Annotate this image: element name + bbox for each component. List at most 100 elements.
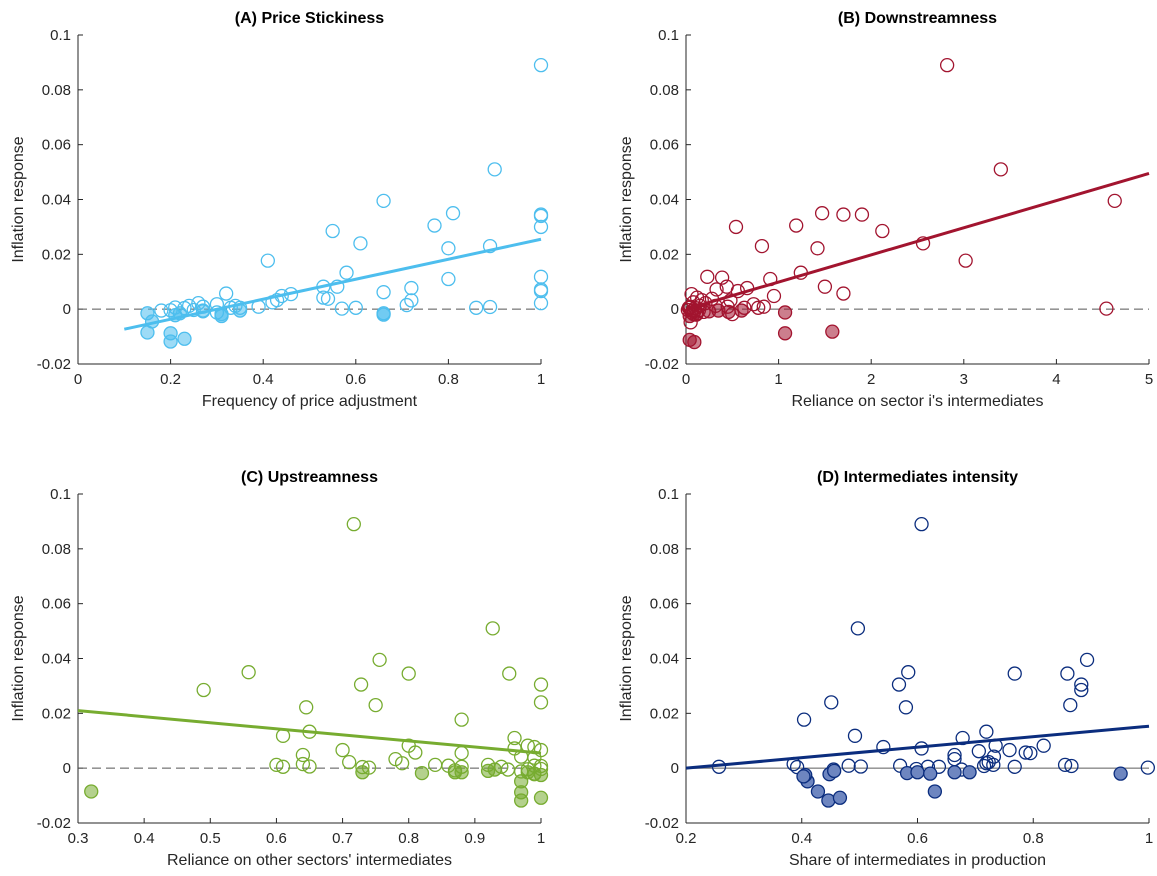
data-point-open (947, 747, 962, 763)
data-point-open (368, 697, 383, 713)
data-point-filled (927, 784, 943, 799)
x-tick-label: 0.8 (398, 830, 419, 847)
chart-title: (D) Intermediates intensity (817, 469, 1018, 486)
x-tick-label: 5 (1145, 371, 1153, 388)
data-point-filled (414, 765, 430, 781)
fit-line (77, 709, 542, 755)
data-point-filled (810, 784, 826, 799)
data-point-filled (454, 765, 469, 780)
y-tick-label: -0.02 (37, 815, 71, 832)
y-tick-label: 0 (671, 760, 679, 777)
data-point-open (836, 286, 851, 301)
data-point-filled (1113, 766, 1128, 781)
x-axis-label: Reliance on other sectors' intermediates (167, 852, 452, 869)
data-point-open (441, 241, 456, 256)
data-point-open (901, 665, 916, 680)
data-point-open (931, 759, 947, 774)
x-axis-label: Share of intermediates in production (789, 852, 1046, 869)
data-point-open (700, 269, 715, 284)
x-tick-label: 0.7 (332, 830, 353, 847)
data-point-open (814, 206, 830, 221)
data-point-open (533, 208, 549, 224)
y-tick-label: 0.1 (50, 27, 71, 44)
data-point-open (427, 218, 442, 233)
x-tick-label: 0.2 (676, 830, 697, 847)
fit-line (123, 237, 542, 331)
data-point-open (502, 666, 517, 681)
data-point-open (219, 286, 234, 301)
data-point-open (533, 283, 549, 299)
fit-line (685, 724, 1150, 770)
data-point-open (766, 288, 782, 304)
y-tick-label: 0.06 (42, 137, 71, 154)
data-point-filled (163, 334, 178, 349)
y-tick-label: 0 (63, 760, 71, 777)
data-point-open (824, 695, 839, 710)
data-point-open (841, 758, 856, 773)
data-point-open (810, 241, 825, 256)
data-point-open (1064, 758, 1079, 774)
data-point-open (709, 282, 724, 297)
data-point-open (399, 297, 414, 313)
data-point-filled (355, 765, 370, 780)
data-point-open (353, 236, 368, 251)
data-point-filled (480, 763, 496, 779)
data-point-filled (689, 306, 705, 321)
data-point-open (1140, 760, 1155, 775)
chart-title: (A) Price Stickiness (235, 10, 385, 27)
y-tick-label: 0.02 (650, 705, 679, 722)
data-point-open (330, 279, 345, 294)
data-point-open (394, 756, 410, 771)
data-point-filled (172, 306, 188, 321)
data-point-open (372, 652, 387, 668)
data-point-open (898, 700, 914, 715)
x-tick-label: 0.4 (253, 371, 274, 388)
data-point-filled (177, 331, 192, 346)
data-point-filled (702, 304, 717, 319)
data-point-filled (832, 790, 848, 805)
data-point-filled (144, 314, 160, 329)
data-point-filled (777, 326, 793, 341)
y-axis-label: Inflation response (618, 595, 635, 721)
data-point-open (295, 747, 311, 763)
x-tick-label: 1 (537, 830, 545, 847)
data-point-open (971, 744, 986, 759)
y-tick-label: 0.04 (650, 651, 679, 668)
data-point-open (533, 219, 549, 235)
data-point-open (1057, 757, 1073, 773)
data-point-open (295, 756, 311, 772)
data-point-open (401, 666, 416, 681)
data-point-open (1007, 759, 1022, 774)
data-point-open (939, 58, 955, 73)
data-point-filled (533, 767, 549, 783)
x-tick-label: 4 (1052, 371, 1060, 388)
data-point-open (487, 162, 502, 177)
data-point-open (1099, 301, 1114, 316)
y-axis-label: Inflation response (618, 136, 635, 262)
data-point-open (751, 300, 766, 315)
x-tick-label: 1 (774, 371, 782, 388)
y-tick-label: 0.1 (658, 27, 679, 44)
data-point-open (533, 677, 549, 692)
data-point-filled (84, 784, 99, 799)
data-point-open (915, 236, 931, 251)
data-point-open (260, 253, 275, 268)
data-point-open (1074, 682, 1089, 698)
x-tick-label: 0.3 (68, 830, 89, 847)
data-point-open (404, 280, 419, 296)
data-point-filled (827, 763, 842, 779)
data-point-open (342, 754, 357, 770)
data-point-open (1074, 677, 1089, 692)
data-point-filled (533, 790, 549, 805)
data-point-open (269, 757, 284, 773)
x-tick-label: 1 (1145, 830, 1153, 847)
data-point-open (408, 745, 423, 760)
y-axis-label: Inflation response (10, 136, 27, 262)
y-tick-label: 0.04 (42, 651, 71, 668)
data-point-open (507, 730, 522, 746)
data-point-open (376, 193, 391, 209)
data-point-open (454, 745, 469, 761)
y-tick-label: 0.08 (650, 541, 679, 558)
